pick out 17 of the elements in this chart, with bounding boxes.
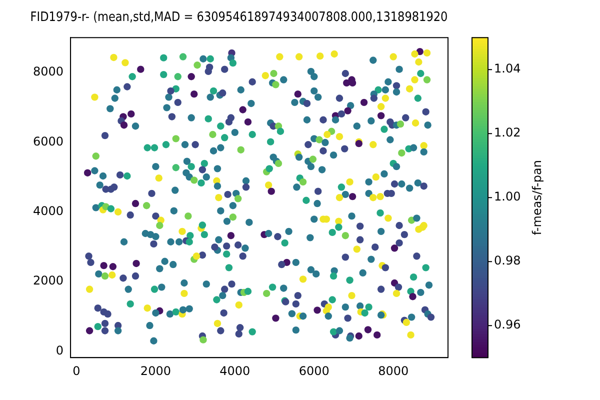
x-tick-label: 2000 — [140, 364, 171, 378]
y-tick-label: 0 — [56, 343, 64, 358]
chart-title: FID1979-r- (mean,std,MAD = 630954618974934007808.000,1318981920 — [30, 9, 448, 24]
x-tick-label: 4000 — [220, 364, 250, 378]
color-bar-label: 1.00 — [494, 190, 521, 204]
y-tick-label: 4000 — [32, 204, 64, 218]
y-tick-label: 8000 — [32, 64, 64, 79]
y-tick-label: 6000 — [32, 134, 64, 148]
color-bar-label: 0.96 — [494, 318, 521, 332]
color-bar-label: 0.98 — [494, 254, 521, 268]
color-bar-label: 1.04 — [494, 62, 521, 76]
x-tick-label: 8000 — [378, 364, 409, 378]
x-tick-label: 0 — [72, 364, 80, 378]
y-tick-label: 2000 — [32, 274, 64, 288]
x-tick-label: 6000 — [298, 364, 330, 378]
color-bar-title: f-meas/f-pan — [530, 160, 544, 236]
color-bar-label: 1.02 — [494, 126, 521, 140]
